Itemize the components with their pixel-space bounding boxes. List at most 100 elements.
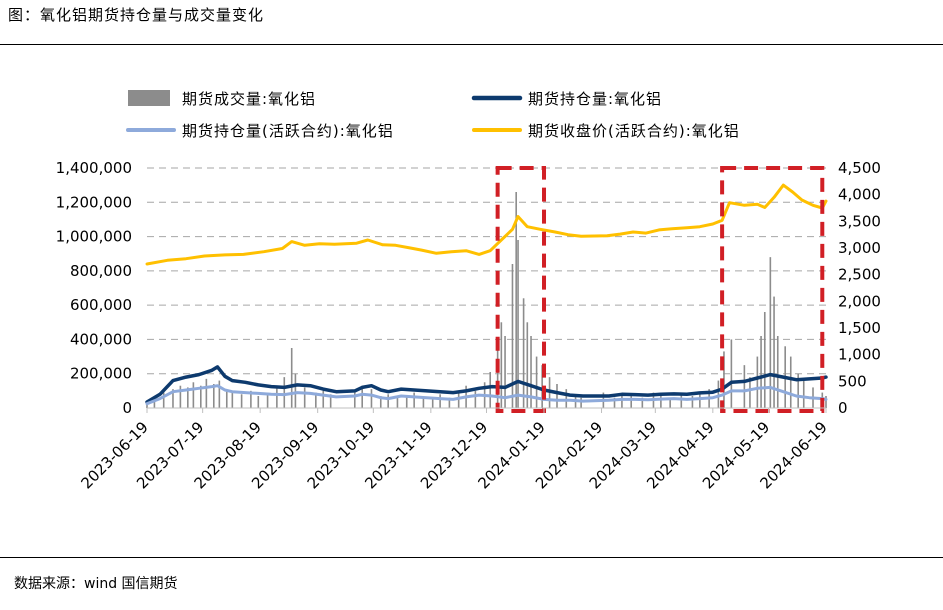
volume-bar (743, 365, 746, 408)
volume-bar (565, 389, 568, 408)
volume-bar (500, 322, 503, 408)
volume-bar (179, 385, 182, 408)
legend-label: 期货收盘价(活跃合约):氧化铝 (528, 122, 740, 140)
volume-bar (457, 392, 460, 408)
y-right-tick-label: 3,000 (838, 239, 881, 257)
y-left-tick-label: 1,000,000 (56, 228, 132, 246)
chart: 1,400,000 1,200,000 1,000,000 800,000 600,00… (56, 90, 881, 492)
volume-bar (218, 380, 221, 408)
volume-bar (192, 382, 195, 408)
y-left-tick-label: 1,400,000 (56, 159, 132, 177)
volume-bar (322, 390, 325, 408)
volume-bar (370, 389, 373, 408)
volume-bar (691, 396, 694, 408)
y-right-tick-label: 1,500 (838, 319, 881, 337)
volume-bar (172, 389, 174, 408)
volume-bar (797, 373, 799, 408)
volume-bar (153, 397, 156, 408)
volume-bar (329, 394, 332, 408)
volume-bar (439, 394, 441, 408)
volume-bar (187, 387, 189, 408)
volume-bar (530, 336, 532, 408)
volume-bar (756, 356, 759, 408)
volume-bar (448, 397, 451, 408)
y-left-tick-label: 200,000 (70, 365, 132, 383)
legend-label: 期货成交量:氧化铝 (182, 90, 316, 108)
volume-bar (760, 336, 762, 408)
volume-bar (290, 348, 293, 408)
volume-bar (405, 396, 408, 408)
volume-bar (802, 380, 805, 408)
volume-bar (776, 336, 779, 408)
volume-bar (789, 356, 792, 408)
volume-bar (250, 390, 252, 408)
volume-bar (556, 384, 558, 408)
y-left-tick-label: 0 (122, 399, 132, 417)
highlight-boxes (495, 166, 825, 413)
volume-bar (283, 377, 286, 408)
volume-bar (266, 392, 269, 408)
volume-bar (669, 397, 671, 408)
volume-bar (303, 387, 306, 408)
volume-bar (257, 396, 260, 408)
volume-bar (621, 394, 623, 408)
source-note: 数据来源：wind 国信期货 (14, 573, 178, 593)
y-right-tick-label: 1,000 (838, 346, 881, 364)
y-left-tick-label: 1,200,000 (56, 193, 132, 211)
volume-bar (511, 264, 514, 408)
legend: 期货成交量:氧化铝 期货持仓量:氧化铝期货持仓量(活跃合约):氧化铝 期货收盘价(活… (126, 90, 740, 140)
volume-bar (353, 392, 356, 408)
volume-bar (489, 372, 492, 408)
y-right-tick-label: 3,500 (838, 212, 881, 230)
volume-bar (200, 385, 202, 408)
gridlines (147, 167, 826, 375)
volume-bar (474, 390, 477, 408)
y-right-tick-label: 0 (838, 399, 848, 417)
volume-bar (422, 397, 425, 408)
source-label: 数据来源： (14, 576, 84, 592)
volume-bar (717, 380, 720, 408)
volume-bar (825, 396, 827, 408)
volume-bar (162, 392, 165, 408)
volume-bar (680, 394, 683, 408)
volume-bar (231, 392, 234, 408)
volume-bar (535, 356, 538, 408)
highlight-box (495, 166, 547, 413)
volume-bar (769, 257, 772, 408)
volume-bar (413, 392, 415, 408)
volume-bar (496, 349, 499, 408)
volume-bar (431, 399, 434, 408)
volume-bar (205, 378, 208, 408)
y-right-tick-label: 4,000 (838, 186, 881, 204)
source-value: wind 国信期货 (84, 576, 178, 592)
volume-bar (387, 394, 389, 408)
figure-title: 图：氧化铝期货持仓量与成交量变化 (8, 6, 265, 24)
volume-bar (749, 377, 751, 408)
highlight-box (720, 166, 825, 413)
volume-bar (526, 322, 529, 408)
y-left-tick-label: 800,000 (70, 262, 132, 280)
volume-bar (396, 397, 399, 408)
volume-bar (641, 397, 644, 408)
volume-bar (699, 392, 701, 408)
source-rule (0, 557, 943, 558)
series-line-2 (145, 384, 828, 406)
volume-bar (580, 397, 582, 408)
volume-bar (276, 387, 278, 408)
legend-label: 期货持仓量(活跃合约):氧化铝 (182, 122, 394, 140)
volume-bar (517, 240, 519, 408)
y-right-tick-label: 500 (838, 372, 867, 390)
volume-bar (504, 336, 506, 408)
volume-bar (763, 312, 766, 408)
volume-bar (522, 298, 525, 408)
volume-bar (240, 394, 243, 408)
title-rule (0, 44, 943, 45)
legend-label: 期货持仓量:氧化铝 (528, 90, 662, 108)
volume-bar (515, 192, 517, 408)
y-right-tick-label: 2,500 (838, 266, 881, 284)
volume-bar (660, 396, 662, 408)
volume-bar (315, 392, 317, 408)
axes: 1,400,000 1,200,000 1,000,000 800,000 600,00… (56, 159, 881, 492)
volume-bar (379, 396, 382, 408)
volume-bar (212, 384, 215, 408)
